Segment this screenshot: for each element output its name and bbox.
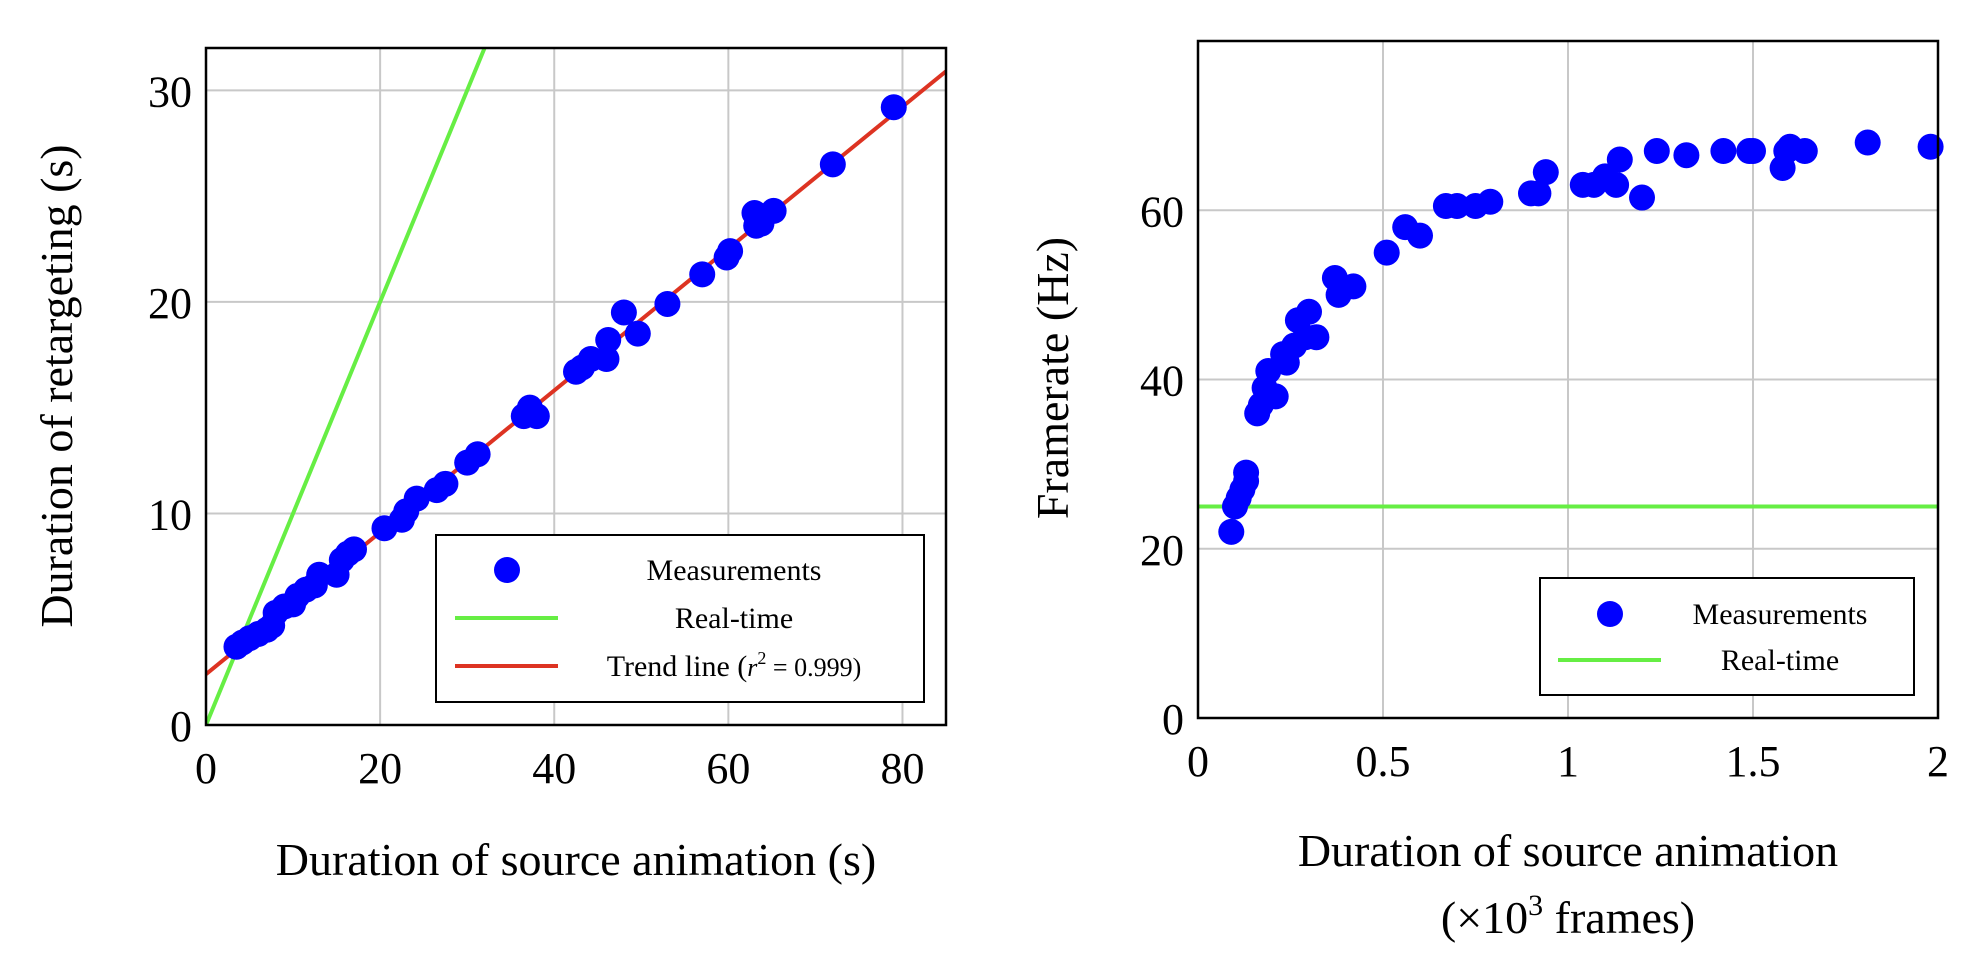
right-xlabel-prefix: (×10 (1441, 892, 1528, 943)
x-tick-label: 0.5 (1356, 737, 1411, 786)
real-time-line (206, 48, 487, 725)
y-tick-label: 0 (1162, 695, 1184, 744)
right-legend-realtime-label: Real-time (1721, 644, 1839, 677)
left-y-tick-labels: 0 10 20 30 (148, 67, 192, 751)
measurement-point (1407, 222, 1433, 249)
x-tick-label: 1 (1557, 737, 1579, 786)
measurement-point (880, 94, 907, 121)
left-legend-realtime-label: Real-time (675, 602, 793, 635)
x-tick-label: 0 (1187, 737, 1209, 786)
y-tick-label: 30 (148, 67, 192, 116)
y-tick-label: 0 (170, 702, 192, 751)
trend-r: r (747, 653, 758, 682)
measurement-point (1629, 184, 1655, 211)
measurement-point (403, 485, 430, 512)
measurement-point (689, 261, 716, 288)
left-points (223, 94, 907, 660)
y-tick-label: 60 (1140, 187, 1184, 236)
x-tick-label: 1.5 (1726, 737, 1781, 786)
x-tick-label: 0 (195, 744, 217, 793)
left-legend: Measurements Real-time Trend line (r2 = … (435, 534, 925, 703)
measurement-point (654, 290, 681, 317)
y-tick-label: 10 (148, 490, 192, 539)
right-legend: Measurements Real-time (1539, 577, 1915, 696)
left-x-tick-labels: 0 20 40 60 80 (195, 744, 924, 793)
right-plot: 0 0.5 1 1.5 2 0 20 40 60 Duration of source ani… (1027, 39, 1949, 943)
x-tick-label: 40 (532, 744, 576, 793)
right-plot-frame (1196, 39, 1940, 720)
measurement-point (1262, 383, 1289, 410)
right-x-tick-labels: 0 0.5 1 1.5 2 (1187, 737, 1949, 786)
measurement-point (1643, 138, 1670, 165)
trend-superscript: 2 (757, 648, 766, 668)
measurement-point (523, 403, 550, 430)
x-tick-label: 60 (706, 744, 750, 793)
left-legend-measurements-marker (494, 557, 520, 583)
measurement-point (624, 320, 651, 347)
measurement-point (1373, 239, 1400, 266)
measurement-point (593, 345, 620, 372)
measurement-point (1532, 159, 1559, 186)
left-plot-frame (204, 46, 948, 727)
right-x-axis-label-line1: Duration of source animation (1298, 825, 1838, 876)
measurement-point (1218, 518, 1245, 545)
measurement-point (341, 536, 367, 563)
trend-suffix: = 0.999) (766, 653, 861, 682)
left-x-axis-label: Duration of source animation (s) (276, 834, 876, 885)
measurement-point (1710, 138, 1737, 165)
x-tick-label: 2 (1927, 737, 1949, 786)
measurement-point (1791, 138, 1818, 165)
measurement-point (1233, 468, 1260, 495)
measurement-point (464, 441, 491, 468)
x-tick-label: 20 (358, 744, 402, 793)
left-legend-trend-label: Trend line (r2 = 0.999) (607, 648, 862, 683)
left-y-axis-label: Duration of retargeting (s) (31, 144, 82, 627)
measurement-point (1296, 298, 1322, 325)
right-legend-measurements-label: Measurements (1693, 598, 1868, 631)
measurement-point (1444, 193, 1470, 220)
measurement-point (1340, 273, 1367, 300)
measurement-point (1477, 188, 1504, 215)
left-legend-measurements-label: Measurements (647, 554, 822, 587)
right-xlabel-superscript: 3 (1528, 889, 1543, 922)
right-legend-measurements-marker (1597, 601, 1623, 627)
measurement-point (1917, 133, 1944, 160)
measurement-point (610, 299, 637, 326)
measurement-point (1854, 129, 1881, 156)
measurement-point (432, 470, 459, 497)
right-legend-box (1539, 577, 1915, 696)
measurement-point (1603, 171, 1630, 198)
right-y-tick-labels: 0 20 40 60 (1140, 187, 1184, 744)
x-tick-label: 80 (880, 744, 924, 793)
left-plot: 0 20 40 60 80 0 10 20 30 Duration of source ani… (31, 46, 948, 885)
measurement-point (595, 326, 622, 353)
measurement-point (760, 197, 787, 224)
measurement-point (819, 151, 846, 178)
y-tick-label: 40 (1140, 357, 1184, 406)
measurement-point (717, 238, 744, 265)
measurement-point (1740, 138, 1766, 165)
measurement-point (1525, 180, 1552, 207)
right-x-axis-label-line2: (×103 frames) (1441, 889, 1695, 943)
right-y-axis-label: Framerate (Hz) (1027, 237, 1078, 519)
measurement-point (1606, 146, 1633, 173)
measurement-point (1303, 324, 1330, 351)
right-xlabel-suffix: frames) (1543, 892, 1695, 943)
measurement-point (1673, 142, 1700, 169)
y-tick-label: 20 (148, 279, 192, 328)
trend-prefix: Trend line ( (607, 650, 748, 683)
y-tick-label: 20 (1140, 526, 1184, 575)
right-points (1218, 129, 1944, 545)
